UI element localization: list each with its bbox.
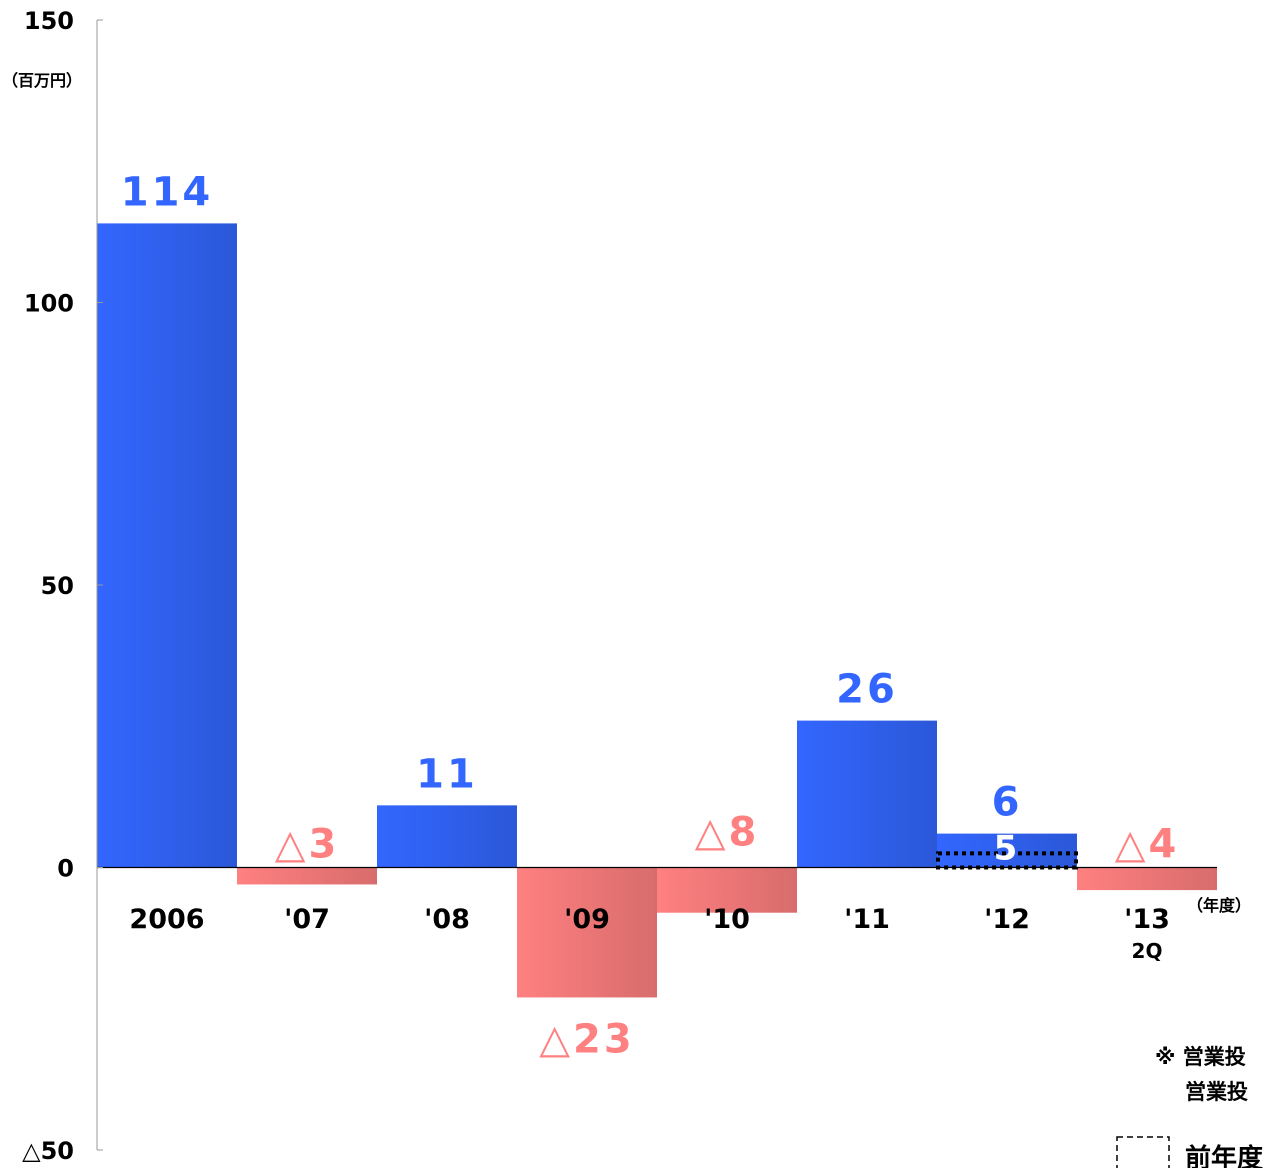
data-label-5: △8	[695, 810, 760, 856]
x-tick-label-8: '13	[1124, 904, 1170, 935]
x-tick-label-3: '08	[424, 904, 470, 935]
bar-5	[657, 867, 797, 913]
bar-7	[937, 833, 1077, 868]
y-axis-unit: （百万円）	[2, 71, 82, 90]
bar-6	[797, 720, 937, 868]
x-tick-sublabel-8: 2Q	[1132, 939, 1163, 963]
data-label-3: 11	[416, 751, 478, 797]
x-tick-label-5: '10	[704, 904, 750, 935]
x-tick-label-7: '12	[984, 904, 1030, 935]
x-tick-label-4: '09	[564, 904, 610, 935]
bar-2	[237, 867, 377, 885]
data-label-4: △23	[539, 1016, 634, 1062]
bar-8	[1077, 867, 1217, 891]
x-axis-unit: （年度）	[1187, 896, 1251, 915]
data-label-7: 6	[992, 780, 1023, 826]
bar-4	[517, 867, 657, 998]
y-tick-label-4: 0	[57, 855, 74, 883]
x-tick-label-2: '07	[284, 904, 330, 935]
y-tick-label-2: 100	[24, 290, 74, 318]
data-label-6: 26	[836, 667, 898, 713]
data-label-2: △3	[275, 822, 340, 868]
y-tick-label-1: 150	[24, 7, 74, 35]
x-tick-label-6: '11	[844, 904, 890, 935]
x-tick-label-1: 2006	[129, 904, 204, 935]
bar-3	[377, 805, 517, 868]
footnote-line-2: 営業投	[1185, 1080, 1248, 1104]
reference-marker	[936, 851, 1078, 870]
reference-label: 5	[994, 829, 1021, 869]
footnote-line-1: ※ 営業投	[1155, 1045, 1246, 1069]
y-tick-label-5: △50	[22, 1137, 74, 1165]
data-label-1: 114	[121, 169, 214, 215]
y-tick-label-3: 50	[41, 572, 74, 600]
data-label-8: △4	[1115, 822, 1180, 868]
legend-swatch	[1116, 1136, 1170, 1168]
legend-label: 前年度	[1185, 1143, 1263, 1168]
bar-1	[97, 223, 237, 868]
